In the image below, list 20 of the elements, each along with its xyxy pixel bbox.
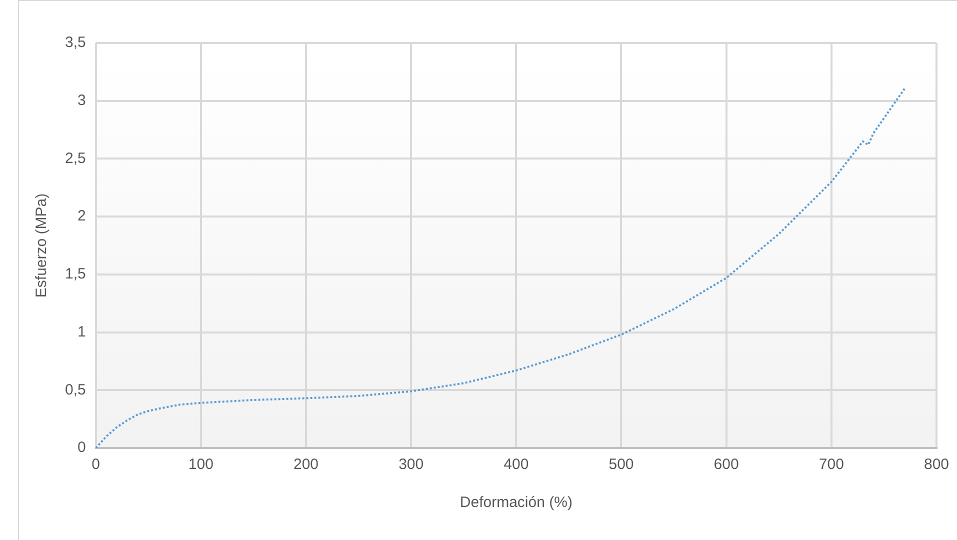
x-tick-label: 500: [608, 456, 634, 474]
y-tick-label: 2,5: [64, 150, 86, 167]
x-tick-label: 200: [293, 456, 319, 474]
y-tick-label: 0,5: [64, 381, 86, 398]
line-series: [96, 87, 906, 448]
y-tick-label: 2: [78, 208, 86, 225]
y-tick-label: 0: [78, 439, 86, 456]
y-tick-label: 3: [78, 92, 86, 109]
x-tick-label: 100: [188, 456, 214, 474]
y-tick-label: 3,5: [64, 34, 86, 52]
x-tick-label: 300: [398, 456, 424, 474]
x-axis-title: Deformación (%): [460, 494, 572, 512]
x-tick-label: 700: [818, 456, 844, 474]
y-tick-label: 1,5: [64, 266, 86, 283]
y-tick-label: 1: [78, 323, 86, 340]
y-axis-title: Esfuerzo (MPa): [33, 193, 50, 298]
x-tick-label: 0: [92, 456, 100, 474]
x-tick-label: 400: [504, 456, 529, 474]
x-tick-label: 600: [714, 456, 739, 474]
x-tick-label: 800: [924, 456, 949, 474]
